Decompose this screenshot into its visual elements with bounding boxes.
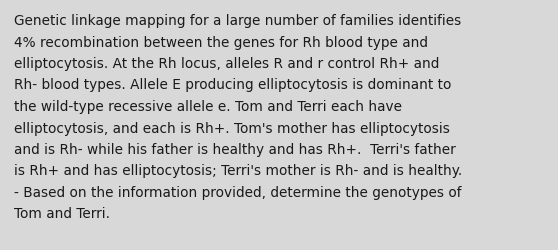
Text: is Rh+ and has elliptocytosis; Terri's mother is Rh- and is healthy.: is Rh+ and has elliptocytosis; Terri's m… (14, 164, 462, 178)
Text: elliptocytosis, and each is Rh+. Tom's mother has elliptocytosis: elliptocytosis, and each is Rh+. Tom's m… (14, 121, 450, 135)
Text: Tom and Terri.: Tom and Terri. (14, 207, 110, 220)
Text: and is Rh- while his father is healthy and has Rh+.  Terri's father: and is Rh- while his father is healthy a… (14, 142, 456, 156)
Text: the wild-type recessive allele e. Tom and Terri each have: the wild-type recessive allele e. Tom an… (14, 100, 402, 114)
Text: Rh- blood types. Allele E producing elliptocytosis is dominant to: Rh- blood types. Allele E producing elli… (14, 78, 451, 92)
Text: Genetic linkage mapping for a large number of families identifies: Genetic linkage mapping for a large numb… (14, 14, 461, 28)
Text: 4% recombination between the genes for Rh blood type and: 4% recombination between the genes for R… (14, 35, 428, 49)
Text: elliptocytosis. At the Rh locus, alleles R and r control Rh+ and: elliptocytosis. At the Rh locus, alleles… (14, 57, 439, 71)
Text: - Based on the information provided, determine the genotypes of: - Based on the information provided, det… (14, 185, 461, 199)
